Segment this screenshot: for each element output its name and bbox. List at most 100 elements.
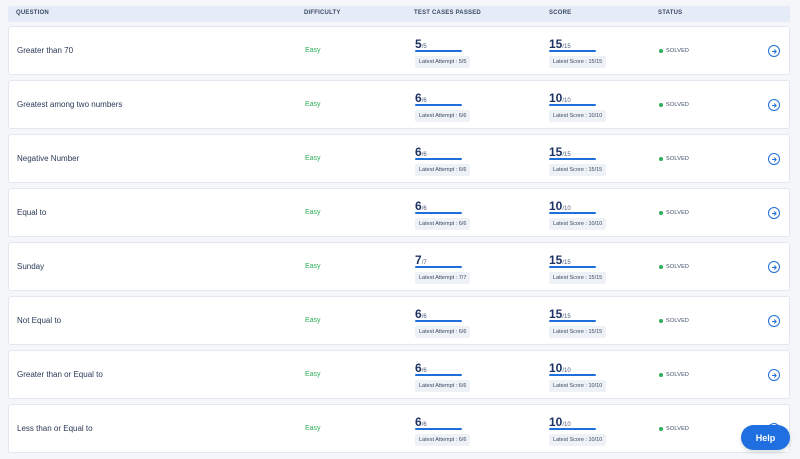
status-dot-icon: [659, 372, 663, 377]
tests-progress-bar: [415, 50, 462, 52]
test-cases-cell: 5/5 Latest Attempt : 5/5: [415, 35, 495, 68]
column-header-score[interactable]: SCORE: [549, 10, 572, 16]
score-value: 10: [549, 91, 563, 105]
table-row[interactable]: Greater than 70 Easy 5/5 Latest Attempt …: [8, 26, 790, 75]
test-cases-cell: 6/6 Latest Attempt : 6/6: [415, 359, 495, 392]
latest-score-badge: Latest Score : 10/10: [549, 218, 607, 230]
tests-total-value: /6: [421, 152, 427, 158]
latest-score-badge: Latest Score : 15/15: [549, 326, 607, 338]
latest-score-badge: Latest Score : 10/10: [549, 434, 607, 446]
status-text: SOLVED: [666, 156, 690, 162]
question-title[interactable]: Greater than or Equal to: [17, 370, 103, 379]
score-progress-bar: [549, 104, 596, 106]
latest-attempt-badge: Latest Attempt : 6/6: [415, 380, 471, 392]
tests-progress-bar: [415, 320, 462, 322]
latest-attempt-badge: Latest Attempt : 6/6: [415, 434, 471, 446]
score-progress-bar: [549, 266, 596, 268]
tests-total-value: /5: [421, 44, 427, 50]
status-badge: SOLVED: [659, 318, 689, 324]
question-title[interactable]: Sunday: [17, 262, 45, 271]
score-value: 10: [549, 415, 563, 429]
status-dot-icon: [659, 264, 663, 269]
tests-passed-value: 5: [415, 37, 422, 51]
tests-passed-value: 6: [415, 199, 422, 213]
score-max-value: /15: [562, 260, 571, 266]
status-text: SOLVED: [666, 102, 690, 108]
status-dot-icon: [659, 426, 663, 431]
table-header: QUESTION DIFFICULTY TEST CASES PASSED SC…: [8, 6, 790, 22]
question-title[interactable]: Not Equal to: [17, 316, 62, 325]
table-row[interactable]: Negative Number Easy 6/6 Latest Attempt …: [8, 134, 790, 183]
difficulty-label: Easy: [305, 263, 321, 270]
score-max-value: /15: [562, 44, 571, 50]
status-badge: SOLVED: [659, 48, 689, 54]
arrow-right-circle-icon[interactable]: [768, 315, 780, 327]
status-dot-icon: [659, 318, 663, 323]
latest-attempt-badge: Latest Attempt : 6/6: [415, 326, 471, 338]
difficulty-label: Easy: [305, 371, 321, 378]
question-title[interactable]: Greater than 70: [17, 46, 74, 55]
question-title[interactable]: Equal to: [17, 208, 47, 217]
score-progress-bar: [549, 212, 596, 214]
score-cell: 10/10 Latest Score : 10/10: [549, 89, 629, 122]
table-row[interactable]: Greatest among two numbers Easy 6/6 Late…: [8, 80, 790, 129]
status-dot-icon: [659, 210, 663, 215]
latest-attempt-badge: Latest Attempt : 6/6: [415, 110, 471, 122]
status-text: SOLVED: [666, 264, 690, 270]
test-cases-cell: 6/6 Latest Attempt : 6/6: [415, 305, 495, 338]
question-title[interactable]: Less than or Equal to: [17, 424, 93, 433]
tests-total-value: /6: [421, 368, 427, 374]
latest-attempt-badge: Latest Attempt : 6/6: [415, 218, 471, 230]
score-value: 15: [549, 253, 563, 267]
latest-score-badge: Latest Score : 10/10: [549, 380, 607, 392]
score-cell: 10/10 Latest Score : 10/10: [549, 359, 629, 392]
tests-total-value: /6: [421, 206, 427, 212]
score-progress-bar: [549, 50, 596, 52]
tests-progress-bar: [415, 374, 462, 376]
tests-passed-value: 6: [415, 91, 422, 105]
score-progress-bar: [549, 320, 596, 322]
column-header-test-cases[interactable]: TEST CASES PASSED: [414, 10, 481, 16]
score-value: 15: [549, 37, 563, 51]
question-title[interactable]: Negative Number: [17, 154, 80, 163]
table-row[interactable]: Sunday Easy 7/7 Latest Attempt : 7/7 15/…: [8, 242, 790, 291]
test-cases-cell: 7/7 Latest Attempt : 7/7: [415, 251, 495, 284]
column-header-difficulty[interactable]: DIFFICULTY: [304, 10, 341, 16]
latest-score-badge: Latest Score : 10/10: [549, 110, 607, 122]
arrow-right-circle-icon[interactable]: [768, 45, 780, 57]
arrow-right-circle-icon[interactable]: [768, 261, 780, 273]
column-header-status[interactable]: STATUS: [658, 10, 683, 16]
score-max-value: /10: [562, 98, 571, 104]
test-cases-cell: 6/6 Latest Attempt : 6/6: [415, 197, 495, 230]
score-max-value: /10: [562, 422, 571, 428]
results-table: QUESTION DIFFICULTY TEST CASES PASSED SC…: [8, 6, 790, 453]
tests-progress-bar: [415, 158, 462, 160]
arrow-right-circle-icon[interactable]: [768, 207, 780, 219]
score-value: 10: [549, 199, 563, 213]
arrow-right-circle-icon[interactable]: [768, 153, 780, 165]
arrow-right-circle-icon[interactable]: [768, 369, 780, 381]
status-badge: SOLVED: [659, 426, 689, 432]
difficulty-label: Easy: [305, 101, 321, 108]
help-button[interactable]: Help: [741, 425, 790, 450]
tests-total-value: /7: [421, 260, 427, 266]
status-badge: SOLVED: [659, 102, 689, 108]
table-row[interactable]: Equal to Easy 6/6 Latest Attempt : 6/6 1…: [8, 188, 790, 237]
difficulty-label: Easy: [305, 155, 321, 162]
question-title[interactable]: Greatest among two numbers: [17, 100, 123, 109]
table-row[interactable]: Not Equal to Easy 6/6 Latest Attempt : 6…: [8, 296, 790, 345]
tests-progress-bar: [415, 212, 462, 214]
status-text: SOLVED: [666, 48, 690, 54]
tests-passed-value: 6: [415, 145, 422, 159]
arrow-right-circle-icon[interactable]: [768, 99, 780, 111]
score-value: 10: [549, 361, 563, 375]
tests-passed-value: 7: [415, 253, 422, 267]
status-text: SOLVED: [666, 372, 690, 378]
difficulty-label: Easy: [305, 317, 321, 324]
tests-passed-value: 6: [415, 415, 422, 429]
score-progress-bar: [549, 158, 596, 160]
score-value: 15: [549, 145, 563, 159]
column-header-question[interactable]: QUESTION: [16, 10, 49, 16]
table-row[interactable]: Greater than or Equal to Easy 6/6 Latest…: [8, 350, 790, 399]
table-row[interactable]: Less than or Equal to Easy 6/6 Latest At…: [8, 404, 790, 453]
